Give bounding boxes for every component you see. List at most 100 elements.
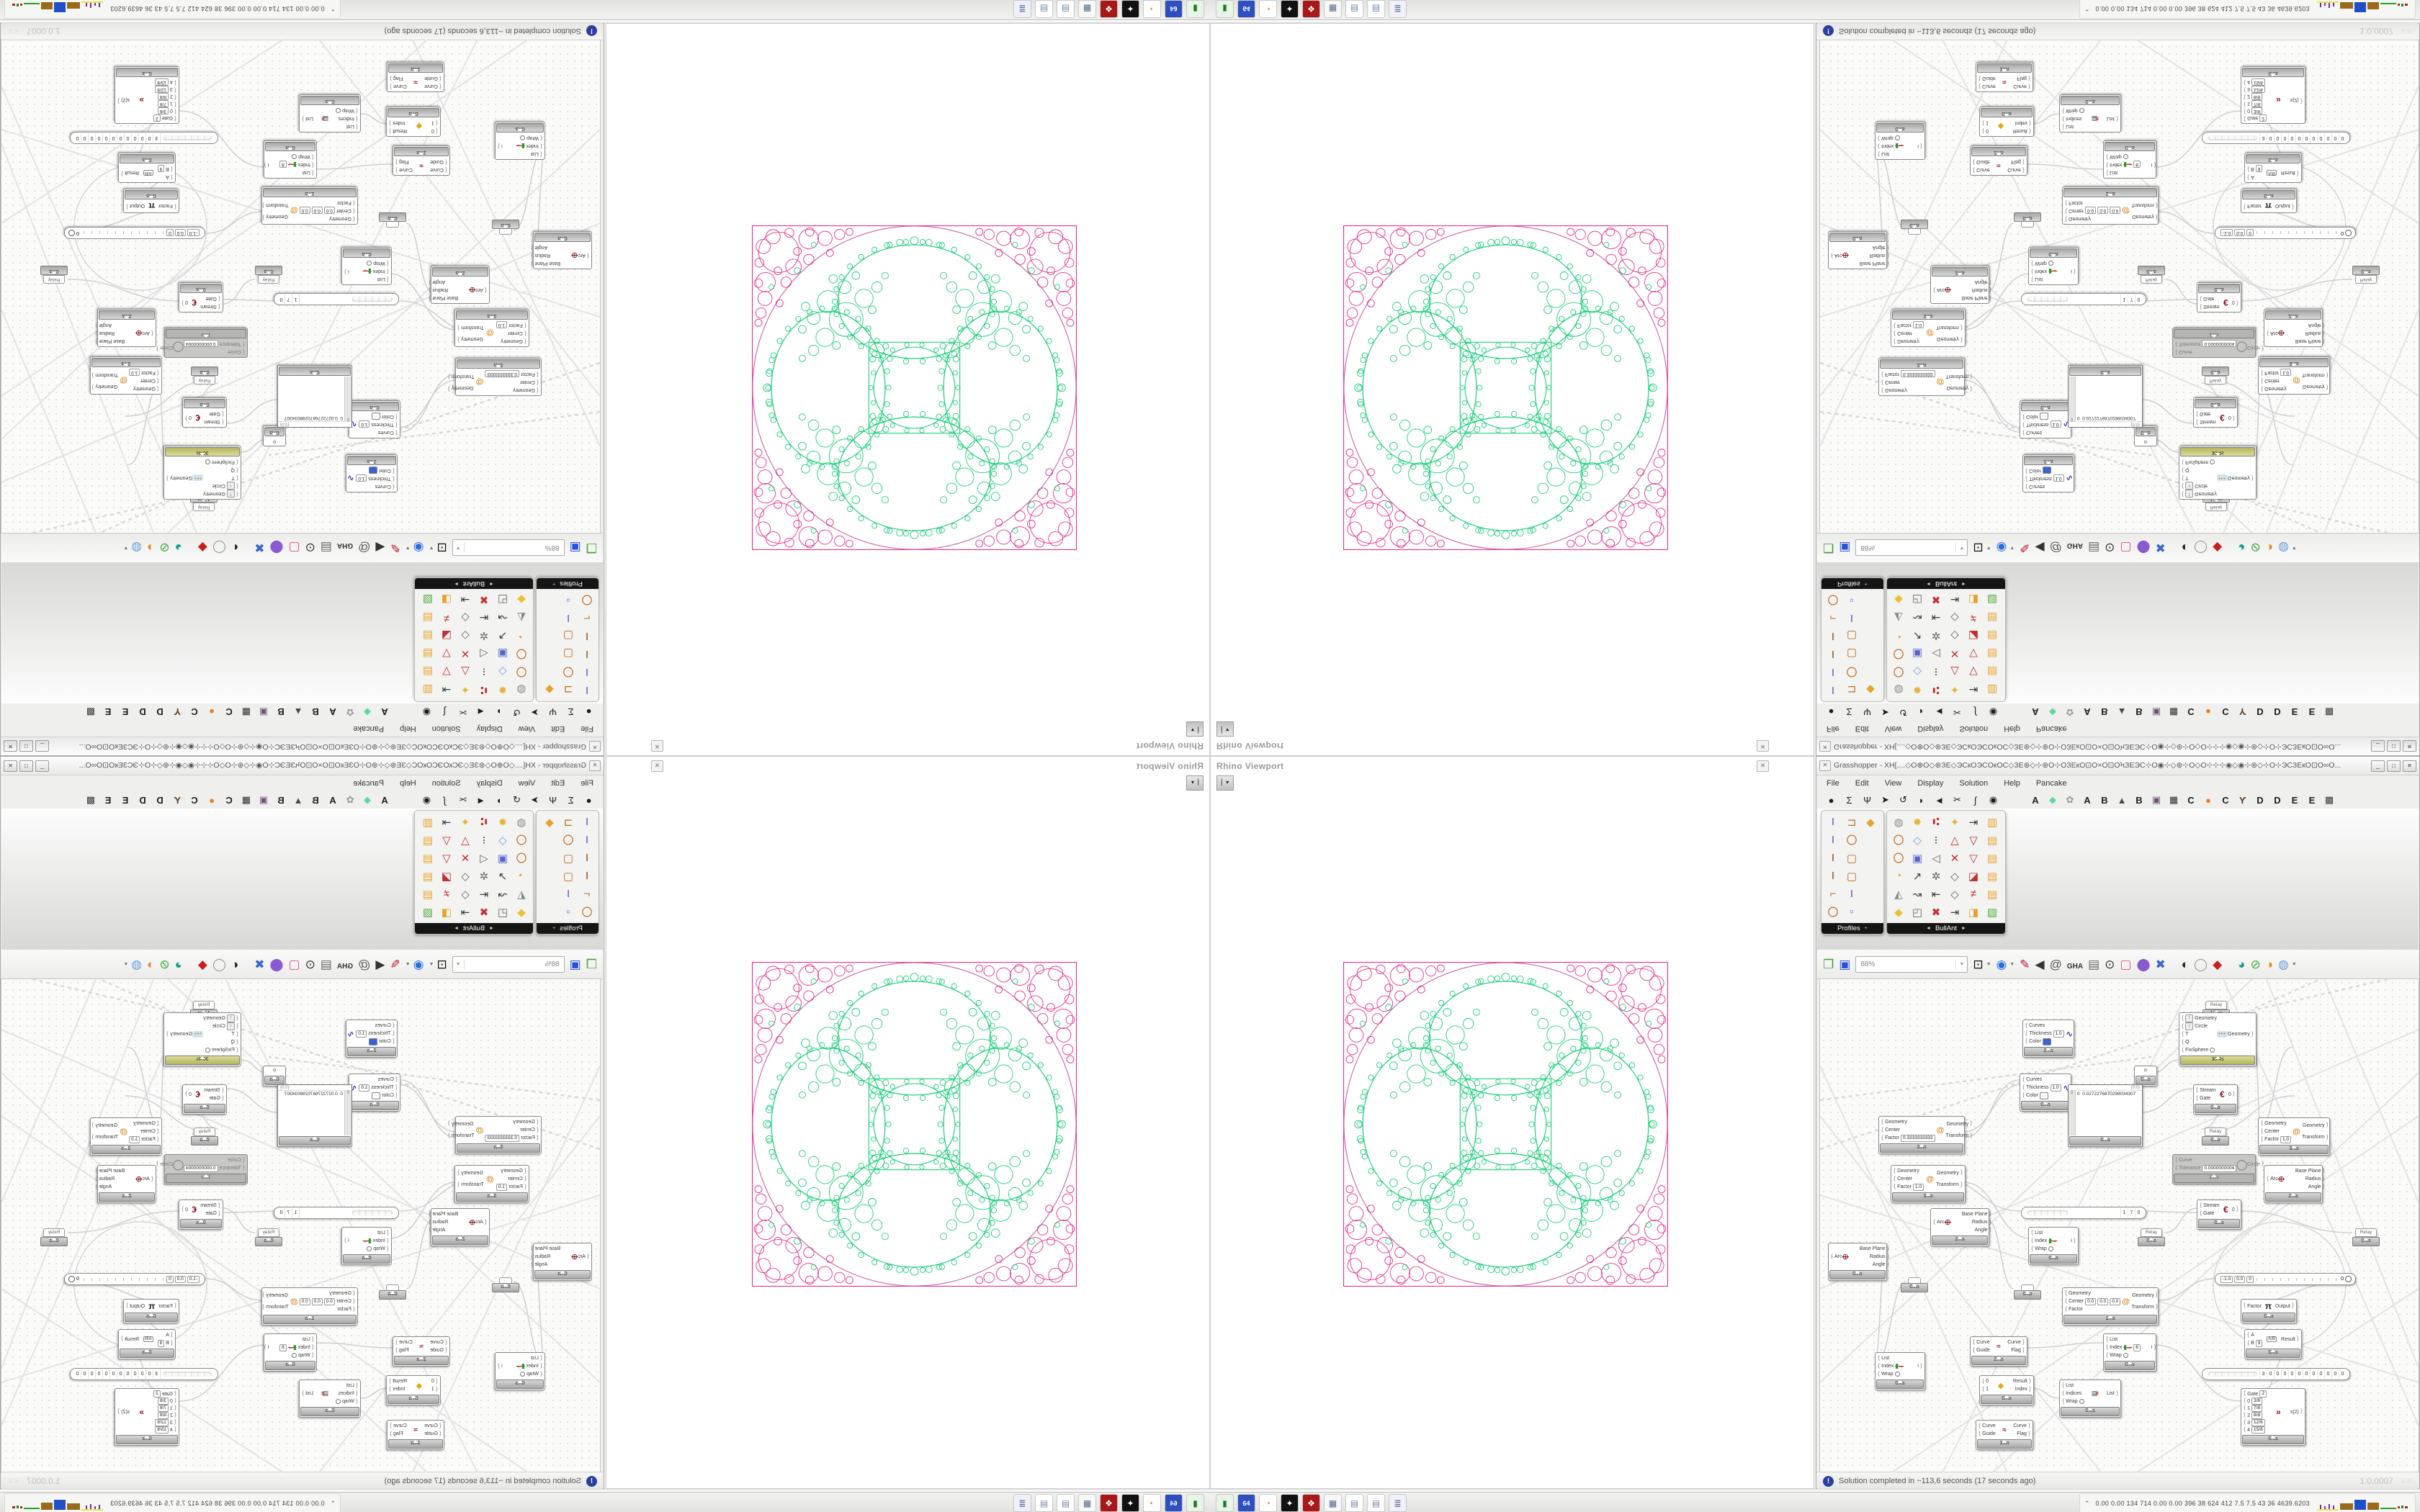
bullant-component-icon-22[interactable]: ◪ (441, 870, 452, 883)
toolbar-icon-16[interactable]: ◯ (2194, 957, 2208, 971)
resize-grip[interactable]: ⁙⁙ (2400, 27, 2413, 35)
resize-grip[interactable]: ⁙⁙ (2400, 1477, 2413, 1485)
bullant-component-icon-33[interactable]: ⇥ (460, 906, 470, 919)
gh-node-stream-gate-1[interactable]: (Stream(Gate €0) 0ms (2193, 397, 2238, 428)
minimize-button[interactable]: _ (2371, 760, 2385, 772)
rhino-close-icon[interactable]: ✕ (1757, 760, 1769, 772)
gh-node-stream-gate-1[interactable]: (Stream(Gate €0) 0ms (182, 1084, 227, 1115)
chevron-down-icon[interactable]: ▼ (2009, 961, 2015, 967)
toolbar-icon-17[interactable]: ◆ (2213, 541, 2223, 555)
rhino-close-icon[interactable]: ✕ (1757, 740, 1769, 752)
toolbar-icon-16[interactable]: ◯ (212, 957, 226, 971)
bullant-component-icon-20[interactable]: ✲ (1931, 870, 1941, 883)
taskbar-firefox-icon[interactable]: ◔ (1259, 1494, 1277, 1512)
plugin-tab-4[interactable]: B (312, 794, 319, 806)
toolbar-icon-15[interactable]: ◐ (230, 541, 239, 555)
plugin-tab-12[interactable]: Ƴ (2238, 706, 2246, 718)
bullant-component-icon-2[interactable]: ⑆ (480, 816, 488, 828)
palette-label-bullant[interactable]: ◄ BullAnt ► (415, 923, 533, 934)
bullant-component-icon-29[interactable]: ▤ (1986, 611, 1998, 624)
toolbar-icon-3[interactable]: ⊡ (1973, 957, 1984, 971)
gh-node-dearc-2[interactable]: (Arc ⊕ Base Plane) Radius) Angle) 0ms (530, 231, 592, 269)
bullant-component-icon-17[interactable]: ▤ (422, 647, 434, 660)
profiles-component-icon-7[interactable]: ▢ (1846, 852, 1857, 865)
plugin-tab-7[interactable]: ▣ (2151, 707, 2161, 718)
bullant-component-icon-12[interactable]: 〇 (516, 647, 527, 660)
gh-node-circle-fit[interactable]: (Curve(Tolerance 0.0000000004 ◯ Circle) 1ms (156, 1154, 248, 1184)
bullant-component-icon-5[interactable]: ▥ (422, 683, 434, 696)
profiles-component-icon-9[interactable]: I (1831, 870, 1835, 882)
chevron-down-icon[interactable]: ▼ (2291, 961, 2297, 967)
gh-node-fixsphere[interactable]: (↑ Geometry(↓ Circle(T(Q(FixSphere ••• Geome… (2179, 1012, 2257, 1066)
gh-node-scale-1[interactable]: (Geometry(Center(Factor 1.0 @ Geometry) Tran… (90, 1117, 162, 1156)
rhino-close-icon[interactable]: ✕ (651, 740, 663, 752)
profiles-component-icon-16[interactable]: ▫ (566, 594, 570, 606)
plugin-tab-8[interactable]: ▦ (2169, 794, 2179, 805)
chevron-down-icon[interactable]: ▼ (123, 961, 129, 967)
bullant-component-icon-21[interactable]: ◇ (1950, 870, 1959, 883)
toolbar-icon-3[interactable]: ⊡ (436, 541, 447, 555)
gh-node-dearc-2[interactable]: (Arc ⊕ Base Plane) Radius) Angle) 0ms (1828, 231, 1890, 269)
chevron-down-icon[interactable]: ▼ (429, 545, 434, 551)
toolbar-icon-11[interactable]: ▢ (2120, 957, 2132, 971)
profiles-component-icon-3[interactable]: I (585, 666, 589, 678)
gh-node-flip-2[interactable]: (Curve(Guide ≈ Curve) Flag) 1ms (387, 62, 444, 92)
taskbar-notepad-1-icon[interactable]: ▤ (1057, 1494, 1075, 1512)
gh-node-dearc-1[interactable]: (Arc ⊕ Base Plane) Radius) Angle) 2ms (2264, 309, 2326, 347)
plugin-tab-13[interactable]: D (156, 706, 163, 718)
bullant-component-icon-31[interactable]: ◰ (1912, 906, 1923, 919)
profiles-component-icon-10[interactable]: ▢ (1846, 870, 1857, 883)
bullant-component-icon-16[interactable]: ▽ (442, 647, 451, 660)
bullant-component-icon-34[interactable]: ◨ (1968, 593, 1979, 606)
taskbar-notepad-2-icon[interactable]: ▤ (1035, 1494, 1053, 1512)
plugin-tab-9[interactable]: C (225, 706, 233, 718)
gh-node-list-item-1[interactable]: (List(Index ▮→(Wrap i) 0ms (2028, 247, 2079, 285)
gh-node-mini-o[interactable]: o 0ms (263, 426, 286, 446)
bullant-component-icon-34[interactable]: ◨ (441, 593, 452, 606)
plugin-tab-16[interactable]: E (2308, 794, 2316, 806)
category-tab-icon-5[interactable]: ◗ (496, 794, 502, 806)
bullant-component-icon-3[interactable]: ✦ (460, 816, 470, 829)
gh-node-scale-1[interactable]: (Geometry(Center(Factor 1.0 @ Geometry) Tran… (2258, 356, 2330, 395)
toolbar-icon-9[interactable]: ▤ (2088, 957, 2100, 971)
gh-node-domain-slider[interactable]: -1.0 0.0 0 0 (2215, 227, 2356, 239)
toolbar-icon-13[interactable]: ✖ (254, 541, 265, 555)
gh-node-scale-xyz[interactable]: (Geometry(Center 0.0 0.0 0.0(Factor @ Geometr… (261, 186, 358, 225)
zoom-combo[interactable]: 88% ▼ (1855, 955, 1968, 973)
bullant-component-icon-18[interactable]: ◔ (518, 870, 525, 882)
bullant-component-icon-27[interactable]: ◇ (461, 888, 470, 901)
profiles-component-icon-0[interactable]: I (1831, 684, 1835, 696)
bullant-component-icon-30[interactable]: ◆ (1894, 593, 1903, 606)
toolbar-icon-7[interactable]: @ (358, 957, 371, 971)
taskbar-floppy-64-icon[interactable]: 64 (1237, 0, 1255, 18)
toolbar-icon-10[interactable]: ⊙ (2105, 957, 2115, 971)
zoom-combo[interactable]: 88% ▼ (1855, 539, 1968, 557)
gh-node-pick[interactable]: (0(1 ◆ Result) Index) 0ms (386, 107, 441, 137)
bullant-component-icon-8[interactable]: ⁝ (482, 665, 486, 678)
gh-node-relay-a[interactable]: Relay 0ms (191, 1128, 218, 1146)
plugin-tab-15[interactable]: E (2291, 794, 2298, 806)
category-tab-icon-2[interactable]: Ψ (1863, 706, 1871, 718)
bullant-component-icon-18[interactable]: ◔ (1895, 870, 1902, 882)
gh-node-stream-filter[interactable]: (Gate 2(0 3/8(1 7/8(2 8/8(3 12/8(4 15/8» s(2)) 0… (115, 66, 179, 124)
toolbar-icon-4[interactable]: ◉ (1996, 541, 2007, 555)
gh-node-list-item-8[interactable]: (List(Index ▮→ 8(Wrap i) 0ms (2103, 140, 2157, 179)
menu-edit[interactable]: Edit (551, 724, 565, 734)
toolbar-icon-3[interactable]: ⊡ (436, 957, 447, 971)
bullant-component-icon-25[interactable]: ↝ (1912, 888, 1922, 901)
profiles-component-icon-12[interactable]: ⌐ (583, 612, 591, 624)
plugin-tab-8[interactable]: ▦ (241, 794, 251, 805)
category-tab-icon-4[interactable]: ↺ (513, 794, 521, 805)
bullant-component-icon-22[interactable]: ◪ (1968, 629, 1979, 642)
gh-node-preview-curves-1[interactable]: (Curves(Thickness 1.0(Color ∿ 2ms (346, 454, 398, 492)
menu-solution[interactable]: Solution (1959, 724, 1989, 734)
pane-close-icon[interactable]: ✕ (589, 760, 601, 771)
bullant-component-icon-30[interactable]: ◆ (1894, 906, 1903, 919)
category-tab-icon-1[interactable]: Σ (568, 794, 574, 806)
plugin-tab-3[interactable]: A (329, 794, 336, 806)
category-tab-icon-7[interactable]: ✂ (1953, 794, 1961, 805)
maximize-button[interactable]: □ (19, 760, 33, 772)
gh-node-scale-0333[interactable]: (Geometry(Center(Factor 0.3333333333 @ Geom… (1878, 1116, 1973, 1154)
bullant-component-icon-7[interactable]: ◇ (1913, 834, 1922, 847)
